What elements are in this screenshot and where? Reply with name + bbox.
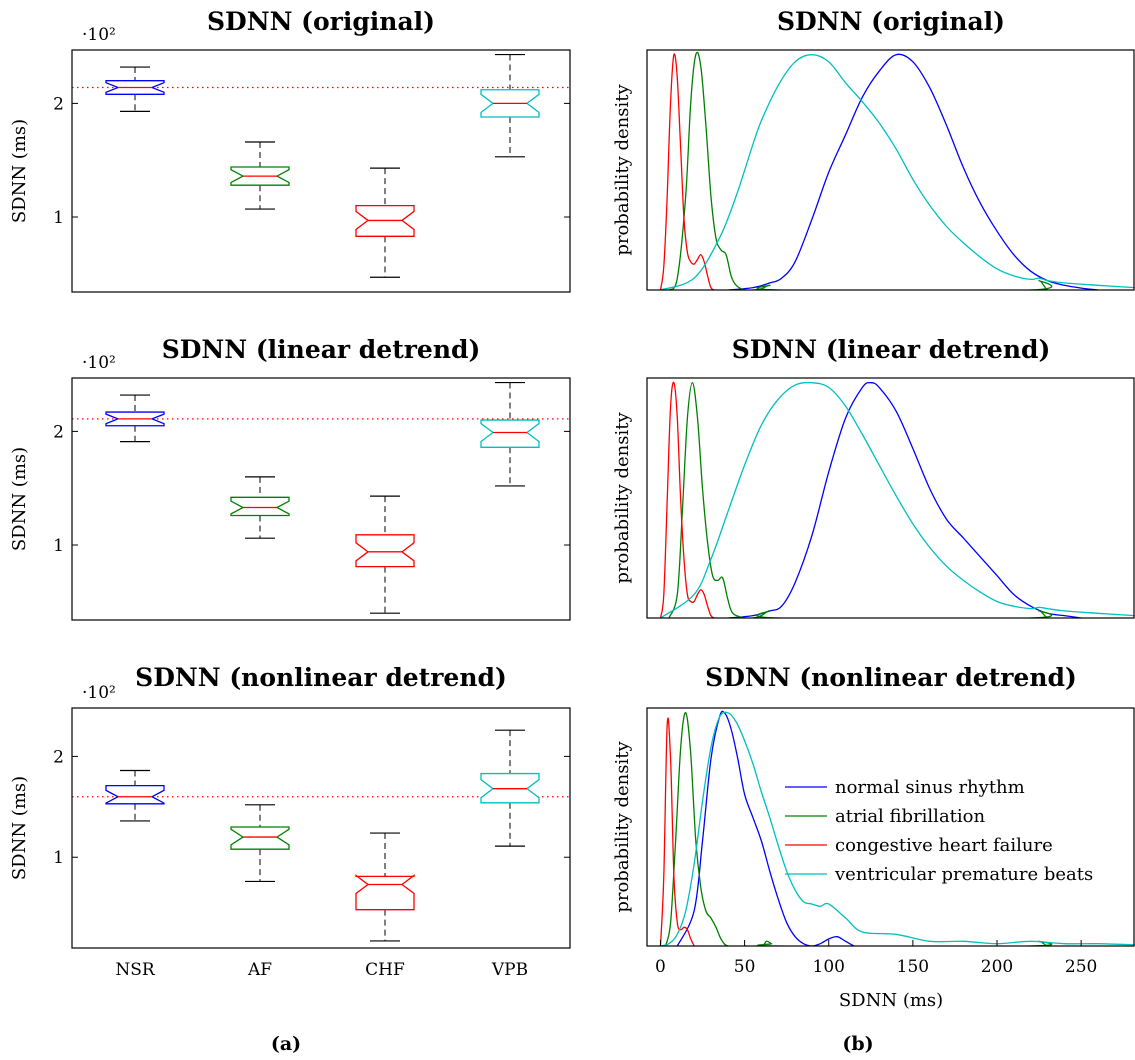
density-line-normal-sinus-rhythm-1 — [727, 381, 1082, 618]
legend-label-atrial-fibrillation: atrial fibrillation — [835, 806, 985, 827]
x-tick-label-50: 50 — [734, 957, 756, 977]
legend-label-congestive-heart-failure: congestive heart failure — [835, 835, 1053, 856]
box-AF-1 — [230, 496, 290, 517]
density-line-ventricular-premature-beats-2 — [660, 711, 1135, 946]
box-chart-title-1: SDNN (linear detrend) — [162, 335, 481, 364]
box-CHF-2 — [355, 874, 415, 911]
y-axis-label-1: SDNN (ms) — [9, 447, 30, 551]
y-tick-label-2-0: 1 — [53, 848, 64, 868]
y-tick-label-2-1: 2 — [53, 747, 64, 767]
box-NSR-2 — [105, 784, 165, 805]
legend-label-normal-sinus-rhythm: normal sinus rhythm — [835, 777, 1025, 798]
box-plot-frame-1 — [71, 377, 571, 621]
density-chart-title-2: SDNN (nonlinear detrend) — [705, 663, 1077, 692]
y-tick-label-0-1: 2 — [53, 94, 64, 114]
box-chart-title-0: SDNN (original) — [207, 7, 435, 36]
density-y-axis-label-0: probability density — [612, 84, 633, 256]
box-VPB-1 — [480, 419, 540, 448]
x-tick-label-CHF: CHF — [365, 960, 405, 980]
y-axis-label-0: SDNN (ms) — [9, 119, 30, 223]
density-plot-frame-2 — [646, 707, 1135, 947]
x-tick-label-NSR: NSR — [115, 960, 156, 980]
box-AF-2 — [230, 826, 290, 850]
density-y-axis-label-1: probability density — [612, 412, 633, 584]
density-line-congestive-heart-failure-1 — [659, 381, 715, 618]
density-line-atrial-fibrillation-1 — [668, 382, 1056, 618]
box-plot-frame-2 — [71, 707, 571, 949]
density-plot-frame-0 — [646, 49, 1135, 291]
y-scale-label-1: ·10² — [82, 353, 116, 373]
legend-label-ventricular-premature-beats: ventricular premature beats — [834, 864, 1093, 885]
x-tick-label-150: 150 — [897, 957, 929, 977]
x-tick-label-100: 100 — [813, 957, 845, 977]
density-line-normal-sinus-rhythm-2 — [676, 710, 855, 946]
x-axis-label: SDNN (ms) — [839, 990, 943, 1011]
density-y-axis-label-2: probability density — [612, 741, 633, 913]
x-tick-label-250: 250 — [1065, 957, 1097, 977]
y-axis-label-2: SDNN (ms) — [9, 776, 30, 880]
x-tick-label-VPB: VPB — [491, 960, 528, 980]
density-line-atrial-fibrillation-0 — [668, 51, 1056, 290]
density-line-ventricular-premature-beats-1 — [660, 381, 1135, 618]
y-scale-label-2: ·10² — [82, 683, 116, 703]
box-CHF-1 — [355, 534, 415, 568]
density-line-congestive-heart-failure-2 — [659, 717, 695, 946]
density-chart-title-0: SDNN (original) — [777, 7, 1005, 36]
y-tick-label-1-1: 2 — [53, 422, 64, 442]
x-tick-label-200: 200 — [981, 957, 1013, 977]
y-tick-label-1-0: 1 — [53, 536, 64, 556]
y-tick-label-0-0: 1 — [53, 208, 64, 228]
x-tick-label-AF: AF — [247, 960, 272, 980]
y-scale-label-0: ·10² — [82, 25, 116, 45]
box-chart-title-2: SDNN (nonlinear detrend) — [135, 663, 507, 692]
density-plot-frame-1 — [646, 377, 1135, 619]
x-tick-label-0: 0 — [655, 957, 666, 977]
density-line-atrial-fibrillation-2 — [664, 712, 1056, 946]
subfigure-label-a: (a) — [271, 1033, 301, 1055]
density-line-ventricular-premature-beats-0 — [660, 54, 1135, 290]
density-chart-title-1: SDNN (linear detrend) — [732, 335, 1051, 364]
density-line-normal-sinus-rhythm-0 — [727, 53, 1099, 290]
subfigure-label-b: (b) — [842, 1033, 873, 1055]
box-plot-frame-0 — [71, 49, 571, 293]
